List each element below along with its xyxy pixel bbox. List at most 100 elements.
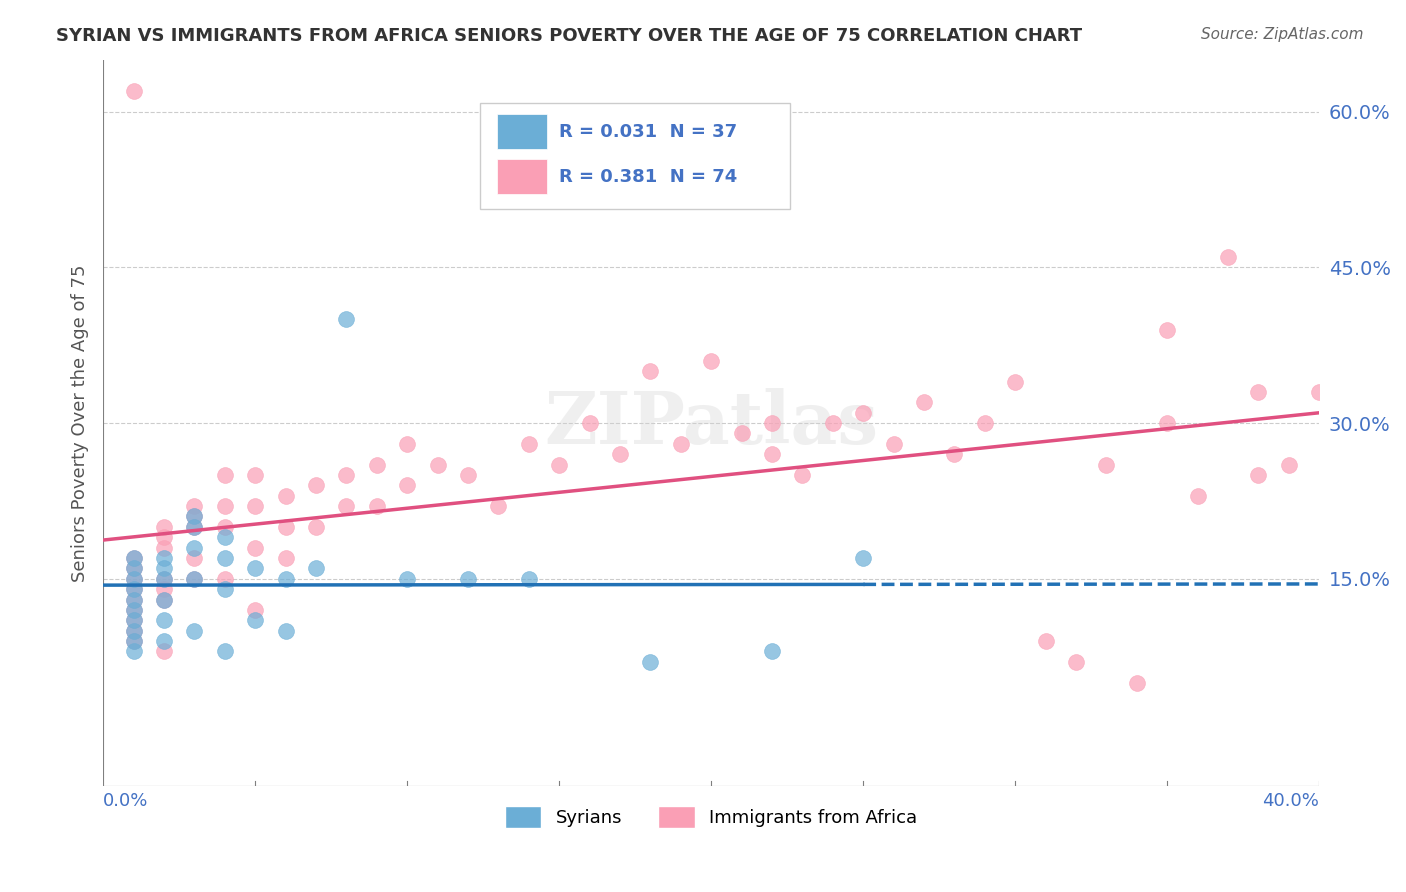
Point xyxy=(396,478,419,492)
Point xyxy=(640,364,662,378)
Point xyxy=(305,561,328,575)
Point xyxy=(153,582,176,597)
Point xyxy=(122,634,145,648)
Text: 0.0%: 0.0% xyxy=(103,792,149,810)
Point xyxy=(1216,250,1239,264)
Point xyxy=(183,624,205,638)
Point xyxy=(1278,458,1301,472)
Point xyxy=(122,592,145,607)
Text: 40.0%: 40.0% xyxy=(1263,792,1319,810)
FancyBboxPatch shape xyxy=(498,159,547,194)
Point xyxy=(153,520,176,534)
Point xyxy=(761,644,783,658)
Point xyxy=(1187,489,1209,503)
Point xyxy=(122,572,145,586)
Point xyxy=(122,634,145,648)
Point xyxy=(153,592,176,607)
Point xyxy=(396,572,419,586)
Point xyxy=(274,489,297,503)
Point xyxy=(122,561,145,575)
Point xyxy=(943,447,966,461)
Point xyxy=(609,447,631,461)
Point xyxy=(122,613,145,627)
Point xyxy=(457,572,479,586)
Text: ZIPatlas: ZIPatlas xyxy=(544,387,879,458)
Point xyxy=(305,478,328,492)
Point xyxy=(122,592,145,607)
Point xyxy=(1247,467,1270,482)
Point xyxy=(122,561,145,575)
Point xyxy=(396,437,419,451)
Point xyxy=(366,499,388,513)
Point xyxy=(1064,655,1087,669)
Point xyxy=(852,551,875,566)
Point xyxy=(214,551,236,566)
Point xyxy=(214,530,236,544)
Point xyxy=(1156,322,1178,336)
Point xyxy=(1035,634,1057,648)
Point xyxy=(669,437,692,451)
Point xyxy=(153,561,176,575)
Text: R = 0.381  N = 74: R = 0.381 N = 74 xyxy=(560,168,737,186)
Point xyxy=(153,644,176,658)
Point xyxy=(183,520,205,534)
Point xyxy=(153,572,176,586)
Point xyxy=(243,603,266,617)
Point xyxy=(214,520,236,534)
FancyBboxPatch shape xyxy=(479,103,790,209)
Point xyxy=(243,541,266,555)
Point xyxy=(578,416,600,430)
Point xyxy=(122,551,145,566)
Point xyxy=(517,572,540,586)
Point xyxy=(426,458,449,472)
Point xyxy=(122,624,145,638)
Point xyxy=(122,603,145,617)
Point xyxy=(214,572,236,586)
Point xyxy=(973,416,995,430)
Text: R = 0.031  N = 37: R = 0.031 N = 37 xyxy=(560,122,737,141)
Point xyxy=(305,520,328,534)
Point xyxy=(1126,675,1149,690)
Point xyxy=(274,551,297,566)
Point xyxy=(153,592,176,607)
Point xyxy=(1156,416,1178,430)
Point xyxy=(214,499,236,513)
Point xyxy=(153,613,176,627)
FancyBboxPatch shape xyxy=(498,114,547,149)
Point xyxy=(883,437,905,451)
Point xyxy=(153,551,176,566)
Point xyxy=(122,582,145,597)
Point xyxy=(274,572,297,586)
Text: SYRIAN VS IMMIGRANTS FROM AFRICA SENIORS POVERTY OVER THE AGE OF 75 CORRELATION : SYRIAN VS IMMIGRANTS FROM AFRICA SENIORS… xyxy=(56,27,1083,45)
Point xyxy=(122,582,145,597)
Point xyxy=(730,426,752,441)
Text: Source: ZipAtlas.com: Source: ZipAtlas.com xyxy=(1201,27,1364,42)
Point xyxy=(335,312,357,326)
Point xyxy=(274,520,297,534)
Point xyxy=(548,458,571,472)
Point xyxy=(122,624,145,638)
Point xyxy=(912,395,935,409)
Point xyxy=(183,509,205,524)
Point xyxy=(243,561,266,575)
Point xyxy=(183,572,205,586)
Point xyxy=(366,458,388,472)
Point xyxy=(183,541,205,555)
Point xyxy=(183,572,205,586)
Point xyxy=(243,467,266,482)
Point xyxy=(335,499,357,513)
Point xyxy=(153,572,176,586)
Point xyxy=(214,644,236,658)
Point xyxy=(153,530,176,544)
Point xyxy=(274,624,297,638)
Point xyxy=(243,613,266,627)
Point xyxy=(122,644,145,658)
Point xyxy=(761,447,783,461)
Point xyxy=(517,437,540,451)
Point xyxy=(852,406,875,420)
Point xyxy=(243,499,266,513)
Point xyxy=(122,613,145,627)
Legend: Syrians, Immigrants from Africa: Syrians, Immigrants from Africa xyxy=(498,799,924,836)
Point xyxy=(214,582,236,597)
Point xyxy=(153,541,176,555)
